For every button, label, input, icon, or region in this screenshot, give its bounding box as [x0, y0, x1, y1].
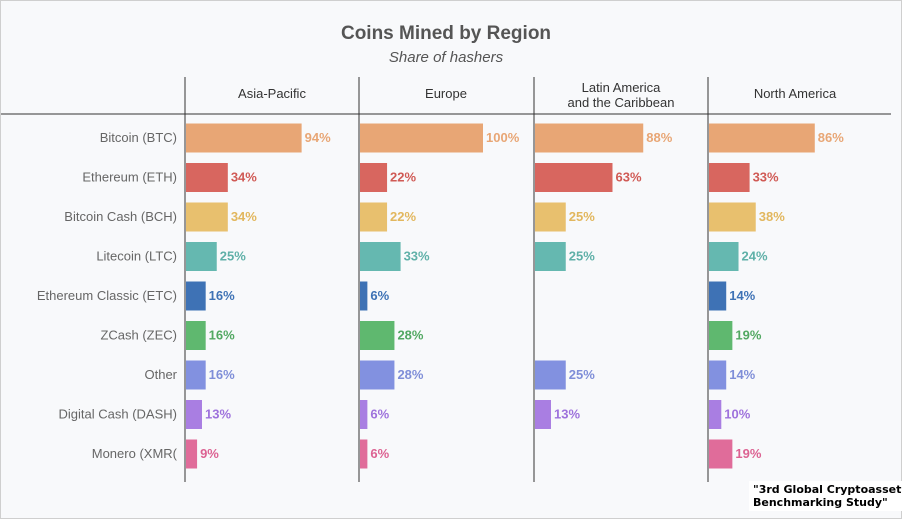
bar-value-label: 19% [735, 446, 761, 461]
panel: Europe 100% 22% 22% 33% 6% 28% 28% 6% 6% [358, 77, 520, 482]
bar-value-label: 25% [569, 249, 595, 264]
bar [535, 360, 566, 390]
bar-value-label: 19% [735, 328, 761, 343]
row-label: Bitcoin Cash (BCH) [64, 209, 177, 224]
bar [709, 242, 739, 271]
panel-header: Latin America and the Caribbean [568, 80, 675, 110]
bar [186, 242, 217, 271]
bar [709, 400, 722, 429]
panel-header: Asia-Pacific [238, 86, 306, 101]
bar [360, 242, 401, 271]
bar-value-label: 6% [370, 407, 389, 422]
bar [186, 163, 228, 192]
bar-value-label: 94% [305, 130, 331, 145]
row-label: Digital Cash (DASH) [59, 407, 177, 422]
chart-title: Coins Mined by Region [341, 23, 551, 44]
row-label: Bitcoin (BTC) [100, 130, 177, 145]
row-label: Ethereum (ETH) [82, 170, 177, 185]
bar [186, 439, 198, 469]
bar [360, 202, 388, 232]
bar-value-label: 38% [759, 209, 785, 224]
bar-value-label: 33% [404, 249, 430, 264]
bar-value-label: 25% [569, 209, 595, 224]
bar [709, 360, 727, 390]
row-label: ZCash (ZEC) [100, 328, 177, 343]
bar [535, 123, 644, 153]
bar-value-label: 33% [753, 170, 779, 185]
bar-value-label: 16% [209, 328, 235, 343]
bar [186, 360, 206, 390]
bar-value-label: 34% [231, 170, 257, 185]
bar [360, 123, 483, 153]
bar [535, 163, 613, 192]
bar-value-label: 22% [390, 209, 416, 224]
bar-value-label: 14% [729, 367, 755, 382]
bar [709, 123, 815, 153]
bar [186, 400, 202, 429]
bar-value-label: 16% [209, 367, 235, 382]
row-label: Other [144, 367, 177, 382]
bar [535, 202, 566, 232]
bar [535, 400, 551, 429]
panel-header: North America [754, 86, 837, 101]
row-label: Litecoin (LTC) [96, 249, 177, 264]
panel-header-line: and the Caribbean [568, 95, 675, 110]
panel-header-line: Europe [425, 86, 467, 101]
bar [186, 281, 206, 311]
bar [186, 321, 206, 350]
bar-value-label: 6% [370, 288, 389, 303]
bar [186, 123, 302, 153]
panel-header-line: North America [754, 86, 837, 101]
bar [186, 202, 228, 232]
bar-value-label: 24% [742, 249, 768, 264]
row-label: Ethereum Classic (ETC) [37, 288, 177, 303]
bar [709, 202, 756, 232]
bar-value-label: 9% [200, 446, 219, 461]
panels-group: Asia-Pacific 94% 34% 34% 25% 16% 16% 16% 13% 9% Eu… [184, 77, 844, 482]
bar-value-label: 13% [554, 407, 580, 422]
bar-value-label: 25% [220, 249, 246, 264]
chart-subtitle: Share of hashers [389, 49, 504, 66]
bar-value-label: 6% [370, 446, 389, 461]
bar [535, 242, 566, 271]
bar-value-label: 86% [818, 130, 844, 145]
bar-value-label: 16% [209, 288, 235, 303]
bar [709, 321, 733, 350]
panel: Latin America and the Caribbean 88% 63% 25% 2… [533, 77, 675, 482]
bar [360, 360, 395, 390]
panel-header-line: Latin America [582, 80, 662, 95]
bar-value-label: 14% [729, 288, 755, 303]
bar [709, 281, 727, 311]
bar-value-label: 28% [397, 328, 423, 343]
bar-value-label: 22% [390, 170, 416, 185]
bar [360, 439, 368, 469]
bar-value-label: 25% [569, 367, 595, 382]
bar [360, 321, 395, 350]
bar [360, 400, 368, 429]
panel-header-line: Asia-Pacific [238, 86, 306, 101]
bar-value-label: 63% [615, 170, 641, 185]
bar [709, 439, 733, 469]
bar-value-label: 100% [486, 130, 520, 145]
bar-value-label: 28% [397, 367, 423, 382]
row-label: Monero (XMR( [92, 446, 178, 461]
row-labels-group: Bitcoin (BTC) Ethereum (ETH) Bitcoin Cash … [37, 130, 178, 461]
bar [360, 163, 388, 192]
bar-value-label: 13% [205, 407, 231, 422]
bar [709, 163, 750, 192]
bar-value-label: 10% [724, 407, 750, 422]
panel: Asia-Pacific 94% 34% 34% 25% 16% 16% 16% 13% 9% [184, 77, 331, 482]
bar [360, 281, 368, 311]
source-credit: "3rd Global Cryptoasset Benchmarking Stu… [749, 481, 902, 511]
panel: North America 86% 33% 38% 24% 14% 19% 14% 10% 19% [707, 77, 844, 482]
panel-header: Europe [425, 86, 467, 101]
bar-value-label: 88% [646, 130, 672, 145]
bar-value-label: 34% [231, 209, 257, 224]
